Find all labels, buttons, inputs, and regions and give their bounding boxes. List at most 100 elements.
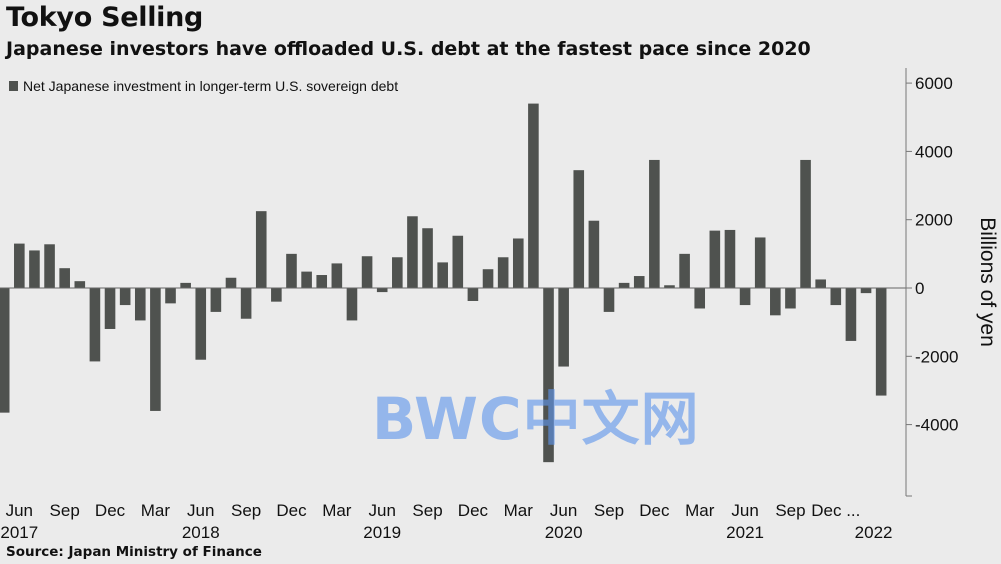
x-tick-label: Sep: [594, 501, 624, 520]
bar-15: [225, 277, 237, 288]
chart-legend: Net Japanese investment in longer-term U…: [0, 72, 452, 99]
bar-33: [497, 257, 509, 288]
bar-56: [845, 288, 857, 341]
x-tick-label: Mar: [141, 501, 171, 520]
bar-26: [392, 257, 403, 288]
bar-48: [724, 229, 736, 288]
bar-11: [165, 288, 176, 304]
bar-35: [528, 103, 539, 288]
bar-31: [467, 288, 479, 301]
x-tick-label: Sep: [231, 501, 261, 520]
x-tick-label: Sep: [412, 501, 442, 520]
x-tick-label: Dec ...: [811, 501, 860, 520]
x-tick-label: Dec: [276, 501, 307, 520]
bar-45: [679, 253, 690, 288]
bar-24: [361, 256, 373, 288]
x-tick-label: Dec: [639, 501, 670, 520]
bar-chart: 6000 4000 2000 0 -2000 -4000 Jun Sep Dec Mar Jun S…: [0, 68, 999, 542]
bar-30: [452, 235, 464, 288]
chart-subtitle: Japanese investors have offloaded U.S. d…: [6, 38, 811, 60]
bar-51: [770, 288, 781, 316]
bar-32: [482, 269, 494, 288]
chart-title: Tokyo Selling: [6, 2, 204, 33]
x-tick-label: Jun: [550, 501, 577, 520]
bar-52: [785, 288, 796, 309]
x-year-label: 2019: [363, 523, 401, 542]
bar-3: [44, 244, 55, 288]
y-tick-label: 0: [915, 279, 924, 298]
bar-8: [119, 288, 131, 306]
source-note: Source: Japan Ministry of Finance: [6, 544, 262, 560]
y-tick-label: 2000: [915, 211, 953, 230]
x-year-label: 2018: [182, 523, 220, 542]
bar-9: [134, 288, 146, 321]
bar-54: [815, 279, 826, 288]
bar-43: [649, 159, 660, 288]
bar-42: [633, 276, 645, 288]
bar-12: [180, 282, 191, 288]
y-tick-label: 6000: [915, 74, 953, 93]
bar-41: [618, 282, 630, 288]
y-axis-label: Billions of yen: [976, 217, 999, 347]
x-year-label: 2021: [726, 523, 764, 542]
y-tick-label: -2000: [915, 347, 958, 366]
bar-28: [422, 228, 433, 288]
bar-1: [14, 243, 25, 288]
bar-21: [316, 275, 328, 288]
x-tick-label: Jun: [731, 501, 758, 520]
bar-25: [376, 288, 388, 293]
bar-46: [694, 288, 706, 309]
x-tick-label: Mar: [685, 501, 715, 520]
bar-0: [0, 288, 10, 413]
bar-13: [195, 288, 207, 360]
bar-53: [800, 159, 811, 288]
bar-16: [240, 288, 252, 319]
bar-34: [512, 238, 524, 288]
x-tick-label: Jun: [6, 501, 33, 520]
bar-57: [860, 288, 872, 294]
bar-36: [543, 288, 554, 463]
bar-27: [407, 216, 418, 288]
bar-39: [588, 220, 600, 288]
bar-55: [830, 288, 842, 306]
bar-49: [739, 288, 751, 306]
bar-40: [603, 288, 615, 312]
x-tick-label: Sep: [775, 501, 805, 520]
bar-4: [59, 268, 70, 288]
bar-6: [89, 288, 101, 362]
bars-group: [0, 103, 887, 463]
bar-5: [74, 281, 86, 288]
bar-23: [346, 288, 358, 321]
x-axis-ticks: Jun Sep Dec Mar Jun Sep Dec Mar Jun Sep Dec Mar Jun S…: [0, 501, 892, 542]
bar-10: [150, 288, 161, 411]
x-tick-label: Jun: [187, 501, 214, 520]
bar-2: [29, 250, 40, 288]
bar-58: [875, 288, 887, 396]
watermark-logo: BWC中文网: [372, 385, 700, 453]
bar-22: [331, 263, 343, 288]
bar-50: [754, 237, 766, 288]
bar-38: [573, 170, 585, 288]
bar-14: [210, 288, 222, 312]
bar-7: [104, 288, 116, 329]
bar-17: [255, 211, 267, 288]
x-year-label: 2022: [855, 523, 893, 542]
legend-swatch: [9, 81, 18, 91]
x-tick-label: Jun: [368, 501, 395, 520]
bar-18: [271, 288, 282, 302]
bar-20: [301, 271, 312, 288]
y-tick-label: 4000: [915, 142, 953, 161]
x-tick-label: Dec: [95, 501, 126, 520]
bar-29: [437, 262, 448, 288]
y-tick-label: -4000: [915, 416, 958, 435]
bar-47: [709, 230, 721, 288]
x-tick-label: Dec: [458, 501, 489, 520]
y-axis-ticks: 6000 4000 2000 0 -2000 -4000: [906, 74, 958, 497]
x-tick-label: Sep: [50, 501, 80, 520]
legend-box: [0, 72, 452, 99]
x-year-label: 2020: [545, 523, 583, 542]
bar-37: [558, 288, 569, 367]
x-tick-label: Mar: [322, 501, 352, 520]
legend-label: Net Japanese investment in longer-term U…: [23, 78, 398, 94]
bar-19: [286, 253, 297, 288]
